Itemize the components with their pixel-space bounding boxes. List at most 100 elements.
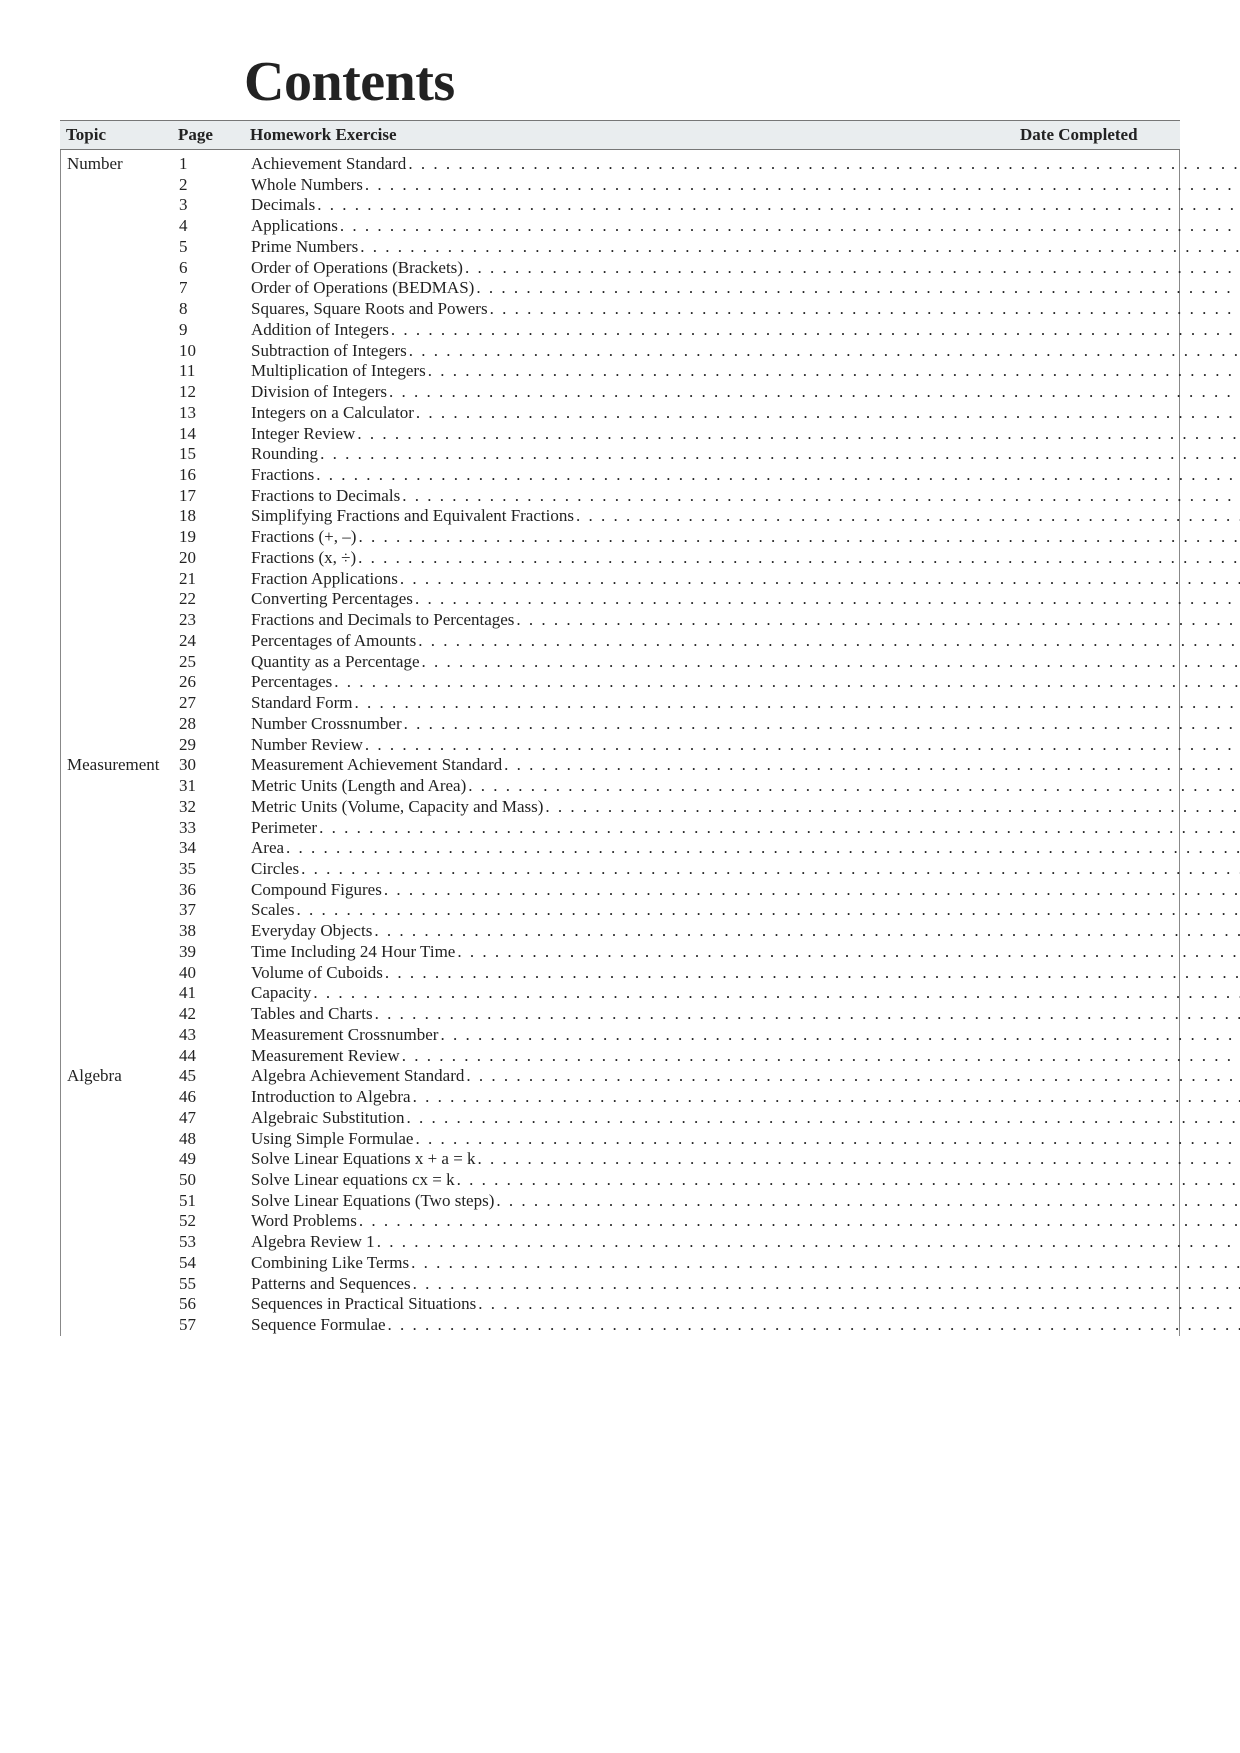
dot-leader	[476, 1149, 1240, 1170]
dot-leader	[514, 610, 1240, 631]
toc-row: 17Fractions to Decimals	[61, 486, 1179, 507]
toc-row: 12Division of Integers	[61, 382, 1179, 403]
topic-cell	[61, 818, 179, 839]
homework-text: Fractions and Decimals to Percentages	[251, 610, 514, 631]
homework-text: Volume of Cuboids	[251, 963, 383, 984]
page-cell: 5	[179, 237, 251, 258]
page-cell: 26	[179, 672, 251, 693]
homework-text: Capacity	[251, 983, 311, 1004]
homework-cell: Percentages of Amounts	[251, 631, 1240, 652]
homework-text: Metric Units (Length and Area)	[251, 776, 466, 797]
dot-leader	[466, 776, 1240, 797]
homework-cell: Prime Numbers	[251, 237, 1240, 258]
page-cell: 28	[179, 714, 251, 735]
homework-text: Quantity as a Percentage	[251, 652, 420, 673]
page-cell: 7	[179, 278, 251, 299]
homework-cell: Applications	[251, 216, 1240, 237]
homework-text: Decimals	[251, 195, 315, 216]
topic-cell	[61, 735, 179, 756]
topic-cell	[61, 1149, 179, 1170]
toc-row: 41Capacity	[61, 983, 1179, 1004]
page-cell: 34	[179, 838, 251, 859]
dot-leader	[332, 672, 1240, 693]
topic-cell	[61, 1046, 179, 1067]
topic-cell	[61, 382, 179, 403]
toc-row: 14Integer Review	[61, 424, 1179, 445]
toc-row: 48Using Simple Formulae	[61, 1129, 1179, 1150]
page-cell: 20	[179, 548, 251, 569]
header-topic: Topic	[60, 125, 178, 145]
homework-cell: Integers on a Calculator	[251, 403, 1240, 424]
toc-row: 47Algebraic Substitution	[61, 1108, 1179, 1129]
header-page: Page	[178, 125, 250, 145]
page-cell: 6	[179, 258, 251, 279]
homework-text: Compound Figures	[251, 880, 382, 901]
toc-row: 33Perimeter	[61, 818, 1179, 839]
topic-cell	[61, 569, 179, 590]
page-title: Contents	[244, 50, 1180, 114]
topic-cell	[61, 1004, 179, 1025]
topic-cell	[61, 320, 179, 341]
toc-row: 20Fractions (x, ÷)	[61, 548, 1179, 569]
toc-row: 44Measurement Review	[61, 1046, 1179, 1067]
toc-row: 22Converting Percentages	[61, 589, 1179, 610]
homework-text: Sequence Formulae	[251, 1315, 386, 1336]
page-cell: 18	[179, 506, 251, 527]
homework-cell: Achievement Standard	[251, 154, 1240, 175]
toc-row: Algebra45Algebra Achievement Standard	[61, 1066, 1179, 1087]
dot-leader	[438, 1025, 1240, 1046]
dot-leader	[375, 1232, 1240, 1253]
toc-row: 15Rounding	[61, 444, 1179, 465]
topic-cell	[61, 672, 179, 693]
toc-row: 11Multiplication of Integers	[61, 361, 1179, 382]
page-cell: 54	[179, 1253, 251, 1274]
homework-cell: Fractions (x, ÷)	[251, 548, 1240, 569]
page-cell: 44	[179, 1046, 251, 1067]
dot-leader	[317, 818, 1240, 839]
topic-cell	[61, 838, 179, 859]
homework-cell: Whole Numbers	[251, 175, 1240, 196]
page-cell: 35	[179, 859, 251, 880]
topic-cell	[61, 486, 179, 507]
page-cell: 31	[179, 776, 251, 797]
topic-cell	[61, 776, 179, 797]
homework-cell: Decimals	[251, 195, 1240, 216]
dot-leader	[464, 1066, 1240, 1087]
topic-cell	[61, 1315, 179, 1336]
topic-cell	[61, 1087, 179, 1108]
toc-row: 32Metric Units (Volume, Capacity and Mas…	[61, 797, 1179, 818]
dot-leader	[363, 735, 1240, 756]
homework-cell: Combining Like Terms	[251, 1253, 1240, 1274]
dot-leader	[413, 589, 1240, 610]
topic-cell	[61, 963, 179, 984]
toc-row: 43Measurement Crossnumber	[61, 1025, 1179, 1046]
homework-cell: Algebraic Substitution	[251, 1108, 1240, 1129]
topic-cell	[61, 465, 179, 486]
dot-leader	[294, 900, 1240, 921]
toc-row: 56Sequences in Practical Situations	[61, 1294, 1179, 1315]
homework-text: Percentages	[251, 672, 332, 693]
homework-cell: Percentages	[251, 672, 1240, 693]
homework-text: Sequences in Practical Situations	[251, 1294, 476, 1315]
page-cell: 56	[179, 1294, 251, 1315]
dot-leader	[411, 1087, 1240, 1108]
homework-cell: Fractions and Decimals to Percentages	[251, 610, 1240, 631]
dot-leader	[383, 963, 1240, 984]
topic-cell	[61, 921, 179, 942]
page-cell: 33	[179, 818, 251, 839]
topic-cell	[61, 403, 179, 424]
page-cell: 36	[179, 880, 251, 901]
homework-text: Multiplication of Integers	[251, 361, 426, 382]
toc-row: 55Patterns and Sequences	[61, 1274, 1179, 1295]
homework-cell: Number Crossnumber	[251, 714, 1240, 735]
topic-cell	[61, 361, 179, 382]
topic-cell	[61, 1129, 179, 1150]
topic-cell: Algebra	[61, 1066, 179, 1087]
topic-cell	[61, 714, 179, 735]
dot-leader	[373, 1004, 1240, 1025]
topic-cell	[61, 1191, 179, 1212]
homework-text: Fractions (x, ÷)	[251, 548, 356, 569]
toc-row: 36Compound Figures	[61, 880, 1179, 901]
toc-row: 9Addition of Integers	[61, 320, 1179, 341]
page-cell: 48	[179, 1129, 251, 1150]
